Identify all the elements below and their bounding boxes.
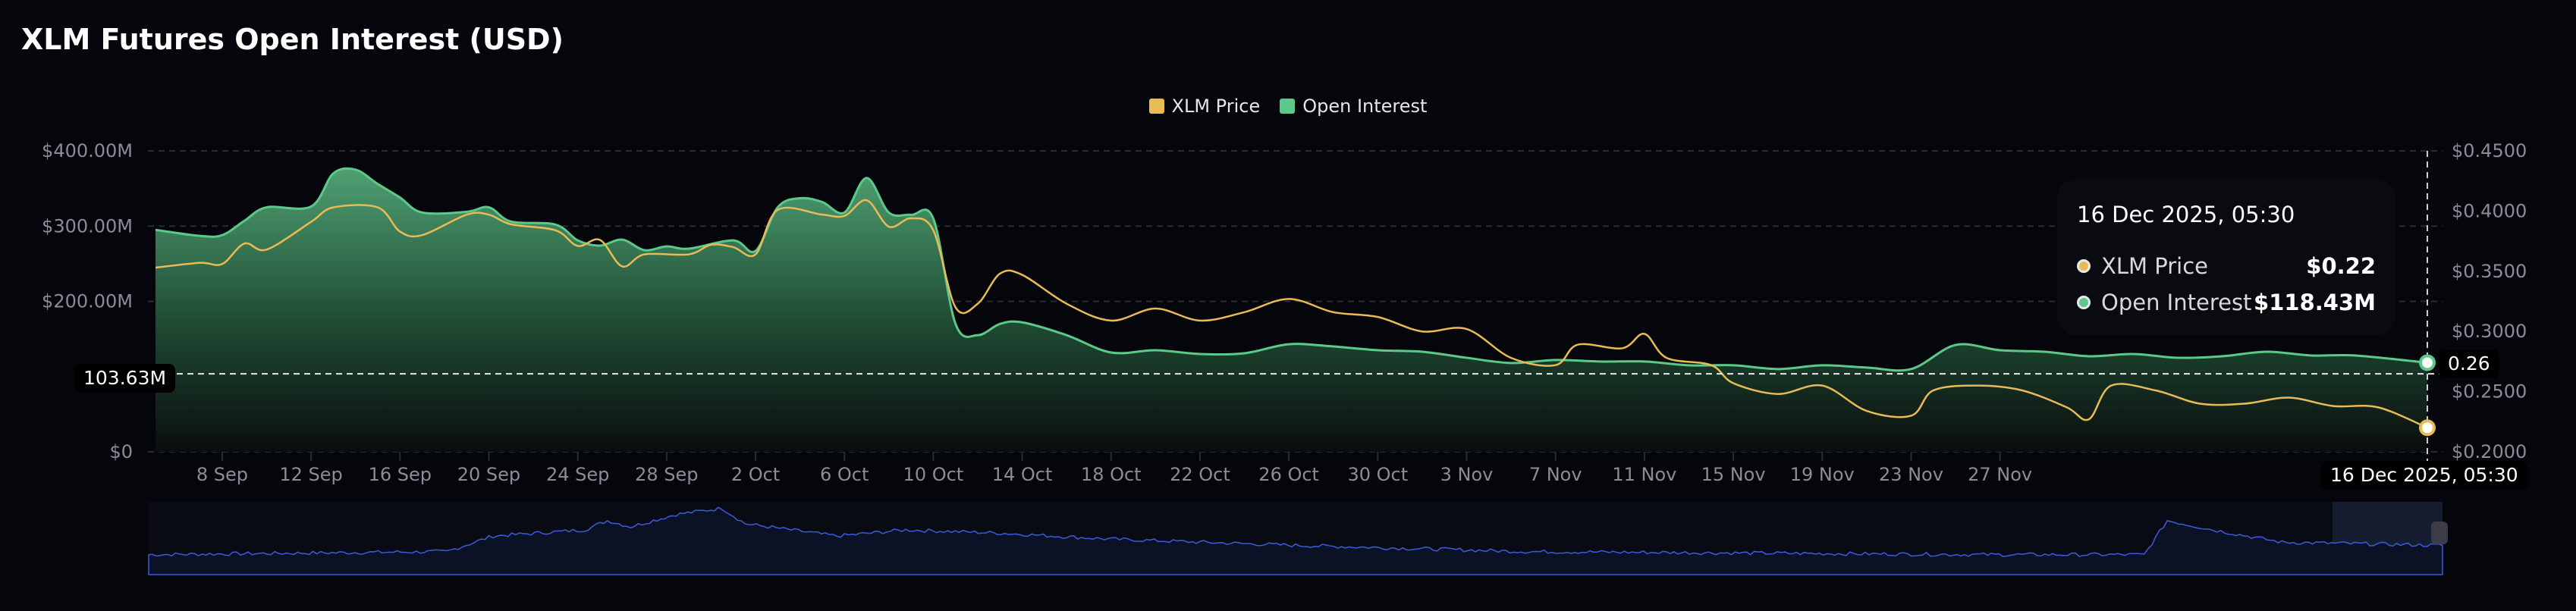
x-tick-label: 8 Sep xyxy=(196,464,248,485)
crosshair-right-value: 0.26 xyxy=(2439,349,2499,378)
open-interest-marker xyxy=(2419,354,2436,371)
tooltip-row-price: XLM Price $0.22 xyxy=(2077,253,2376,279)
x-tick-label: 24 Sep xyxy=(546,464,609,485)
x-tick-label: 30 Oct xyxy=(1347,464,1408,485)
x-tick-label: 16 Sep xyxy=(369,464,432,485)
x-tick-label: 14 Oct xyxy=(992,464,1053,485)
x-tick-label: 10 Oct xyxy=(903,464,964,485)
price-dot-icon xyxy=(2077,259,2091,273)
chart-legend: XLM Price Open Interest xyxy=(0,96,2576,117)
navigator-series xyxy=(148,506,2443,575)
x-tick-label: 23 Nov xyxy=(1879,464,1943,485)
y-right-tick-label: $0.3500 xyxy=(2452,261,2527,282)
price-marker xyxy=(2419,419,2436,437)
y-left-tick-label: $400.00M xyxy=(42,140,133,161)
tooltip-label: Open Interest xyxy=(2101,290,2252,315)
tooltip-label: XLM Price xyxy=(2101,253,2209,279)
x-tick-label: 6 Oct xyxy=(820,464,869,485)
tooltip-value: $0.22 xyxy=(2306,253,2376,279)
x-tick-label: 27 Nov xyxy=(1968,464,2032,485)
x-tick-label: 3 Nov xyxy=(1440,464,1494,485)
x-tick-label: 12 Sep xyxy=(279,464,342,485)
legend-label: Open Interest xyxy=(1302,96,1428,117)
open-interest-dot-icon xyxy=(2077,296,2091,309)
legend-item-price[interactable]: XLM Price xyxy=(1148,96,1261,117)
x-tick-label: 28 Sep xyxy=(635,464,698,485)
open-interest-area xyxy=(156,168,2427,453)
y-left-tick-label: $0 xyxy=(109,441,133,462)
open-interest-swatch-icon xyxy=(1280,99,1296,114)
crosshair-left-value: 103.63M xyxy=(74,364,176,393)
y-right-tick-label: $0.2000 xyxy=(2452,441,2527,462)
tooltip-date: 16 Dec 2025, 05:30 xyxy=(2077,202,2295,227)
x-tick-label: 26 Oct xyxy=(1258,464,1319,485)
y-right-tick-label: $0.2500 xyxy=(2452,381,2527,403)
y-right-tick-label: $0.3000 xyxy=(2452,321,2527,342)
x-tick-label: 18 Oct xyxy=(1081,464,1142,485)
x-tick-label: 22 Oct xyxy=(1170,464,1230,485)
y-right-tick-label: $0.4000 xyxy=(2452,200,2527,221)
tooltip-value: $118.43M xyxy=(2254,290,2376,315)
y-left-tick-label: $300.00M xyxy=(42,215,133,237)
x-tick-label: 15 Nov xyxy=(1701,464,1766,485)
legend-label: XLM Price xyxy=(1171,96,1261,117)
x-tick-label: 7 Nov xyxy=(1529,464,1582,485)
y-left-tick-label: $200.00M xyxy=(42,291,133,312)
open-interest-line xyxy=(155,167,2428,372)
tooltip-row-open-interest: Open Interest $118.43M xyxy=(2077,290,2376,315)
price-line xyxy=(155,199,2428,429)
crosshair-x-label: 16 Dec 2025, 05:30 xyxy=(2321,461,2527,490)
legend-item-open-interest[interactable]: Open Interest xyxy=(1280,96,1427,117)
x-tick-label: 19 Nov xyxy=(1790,464,1855,485)
tooltip: 16 Dec 2025, 05:30 XLM Price $0.22 Open … xyxy=(2057,179,2395,335)
x-tick-label: 20 Sep xyxy=(457,464,520,485)
x-tick-label: 11 Nov xyxy=(1612,464,1676,485)
x-tick-label: 2 Oct xyxy=(731,464,780,485)
price-swatch-icon xyxy=(1148,99,1164,114)
y-right-tick-label: $0.4500 xyxy=(2452,140,2527,161)
navigator-handle[interactable] xyxy=(2431,522,2448,544)
page-title: XLM Futures Open Interest (USD) xyxy=(21,23,564,56)
